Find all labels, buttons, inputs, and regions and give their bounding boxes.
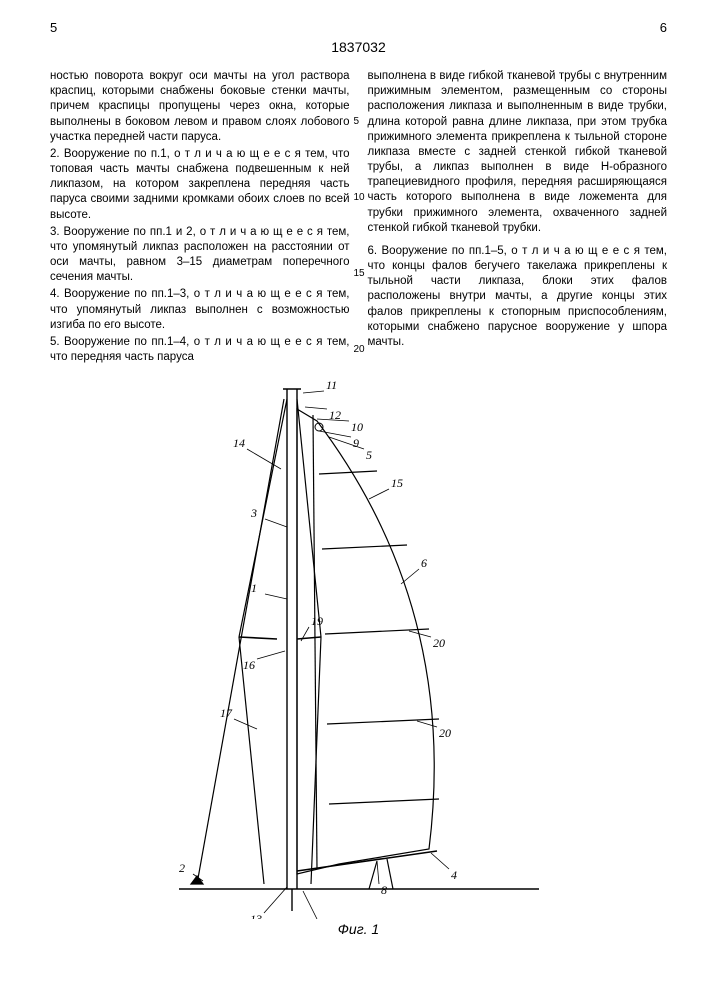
page-num-right: 6 — [660, 20, 667, 35]
svg-text:9: 9 — [353, 436, 359, 450]
left-para-1: ностью поворота вокруг оси мачты на угол… — [50, 69, 350, 145]
page-numbers-row: 5 6 — [50, 20, 667, 35]
line-num: 20 — [354, 343, 365, 356]
right-item-6: 6. Вооружение по пп.1–5, о т л и ч а ю щ… — [368, 244, 668, 350]
svg-text:5: 5 — [366, 448, 372, 462]
svg-text:20: 20 — [439, 726, 451, 740]
line-num: 5 — [354, 115, 360, 128]
patent-number: 1837032 — [50, 39, 667, 55]
figure-caption: Фиг. 1 — [50, 921, 667, 937]
page: 5 6 1837032 ностью поворота вокруг оси м… — [0, 0, 707, 1000]
left-item-5: 5. Вооружение по пп.1–4, о т л и ч а ю щ… — [50, 335, 350, 365]
left-item-3: 3. Вооружение по пп.1 и 2, о т л и ч а ю… — [50, 225, 350, 286]
svg-text:13: 13 — [250, 912, 262, 919]
figure-1-svg: 11121095141536119201617202138418 — [169, 379, 549, 919]
text-columns: ностью поворота вокруг оси мачты на угол… — [50, 69, 667, 367]
svg-text:16: 16 — [243, 658, 255, 672]
left-column: ностью поворота вокруг оси мачты на угол… — [50, 69, 350, 367]
svg-text:8: 8 — [381, 883, 387, 897]
line-num: 15 — [354, 267, 365, 280]
svg-text:19: 19 — [311, 614, 323, 628]
svg-text:15: 15 — [391, 476, 403, 490]
svg-text:3: 3 — [250, 506, 257, 520]
page-num-left: 5 — [50, 20, 57, 35]
svg-text:17: 17 — [220, 706, 233, 720]
svg-text:14: 14 — [233, 436, 245, 450]
right-para-1: выполнена в виде гибкой тканевой трубы с… — [368, 69, 668, 236]
figure-area: 11121095141536119201617202138418 Фиг. 1 — [50, 379, 667, 937]
svg-text:10: 10 — [351, 420, 363, 434]
svg-text:11: 11 — [326, 379, 337, 392]
left-item-2: 2. Вооружение по п.1, о т л и ч а ю щ е … — [50, 147, 350, 223]
svg-text:1: 1 — [251, 581, 257, 595]
svg-text:4: 4 — [451, 868, 457, 882]
svg-text:6: 6 — [421, 556, 427, 570]
right-column: 5 10 15 20 выполнена в виде гибкой ткане… — [368, 69, 668, 367]
left-item-4: 4. Вооружение по пп.1–3, о т л и ч а ю щ… — [50, 287, 350, 333]
svg-text:2: 2 — [179, 861, 185, 875]
svg-text:20: 20 — [433, 636, 445, 650]
svg-text:18: 18 — [319, 918, 331, 919]
line-num: 10 — [354, 191, 365, 204]
